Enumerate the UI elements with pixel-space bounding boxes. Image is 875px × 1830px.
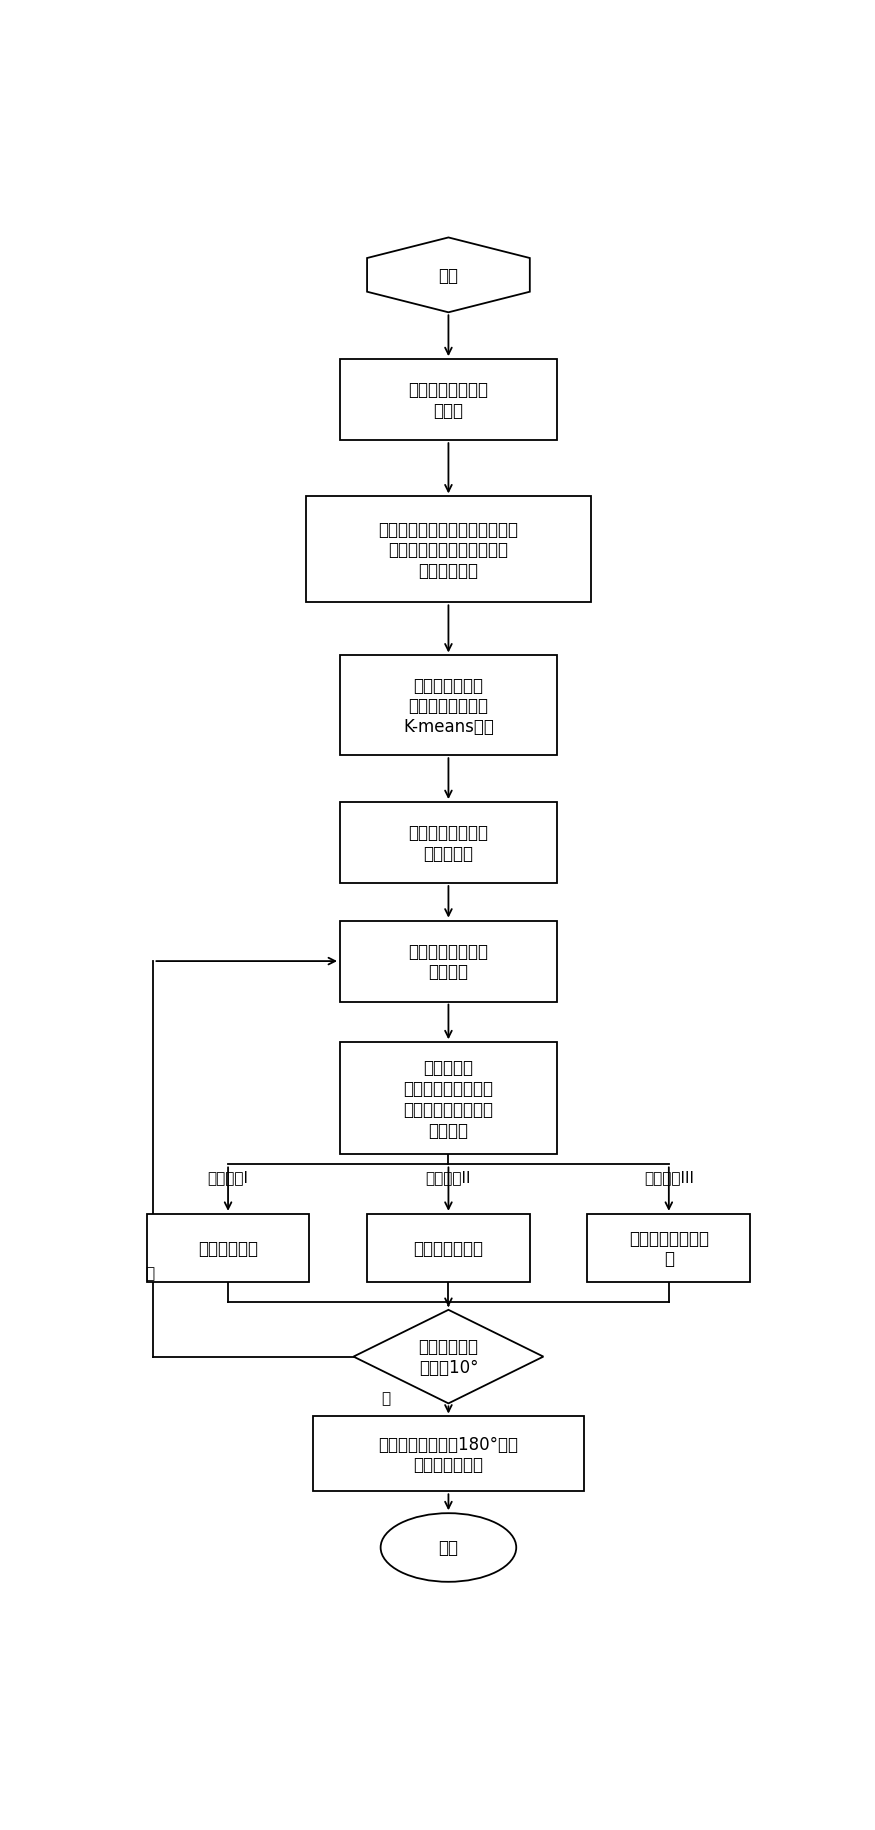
Bar [340,920,557,1003]
Text: 天气类型II: 天气类型II [426,1169,472,1184]
Text: 修正清晰度指数计算、总云量数
据获取、直射比计算，得到
天气类型指数: 修正清晰度指数计算、总云量数 据获取、直射比计算，得到 天气类型指数 [379,520,518,580]
Bar [340,361,557,441]
Text: 光伏板倾角设置为180°，方
位角设置为最东: 光伏板倾角设置为180°，方 位角设置为最东 [379,1435,518,1473]
Text: 太阳高度角是
否高于10°: 太阳高度角是 否高于10° [418,1338,479,1376]
Text: 否: 否 [382,1391,391,1405]
Bar [313,1416,584,1491]
Text: 天气类型I: 天气类型I [207,1169,248,1184]
Text: 分类天气，即对
天气类型指数使用
K-means分类: 分类天气，即对 天气类型指数使用 K-means分类 [403,675,493,736]
Bar [340,1043,557,1155]
Bar [340,803,557,884]
Text: 停止: 停止 [438,1539,458,1557]
Ellipse shape [381,1513,516,1581]
Text: 采用固定式控制策
略: 采用固定式控制策 略 [629,1230,709,1268]
Polygon shape [368,238,530,313]
Text: 是: 是 [145,1266,155,1281]
Text: 获取历史气象和辐
射数据: 获取历史气象和辐 射数据 [409,381,488,419]
Bar [368,1213,530,1283]
Bar [147,1213,310,1283]
Text: 计算当前的
天气类型指数，并根
据已划分好的范围，
判断天气: 计算当前的 天气类型指数，并根 据已划分好的范围， 判断天气 [403,1058,493,1138]
Bar [340,655,557,756]
Polygon shape [354,1310,543,1404]
Text: 天气类型III: 天气类型III [644,1169,694,1184]
Text: 采用双轴跟踪: 采用双轴跟踪 [198,1239,258,1257]
Text: 采用垂直轴跟踪: 采用垂直轴跟踪 [414,1239,483,1257]
Text: 开始: 开始 [438,267,458,285]
Bar [306,498,591,604]
Text: 获取当前的气象和
辐射数据: 获取当前的气象和 辐射数据 [409,942,488,981]
Text: 得到天气类型指数
的划分范围: 得到天气类型指数 的划分范围 [409,824,488,862]
Bar [587,1213,750,1283]
